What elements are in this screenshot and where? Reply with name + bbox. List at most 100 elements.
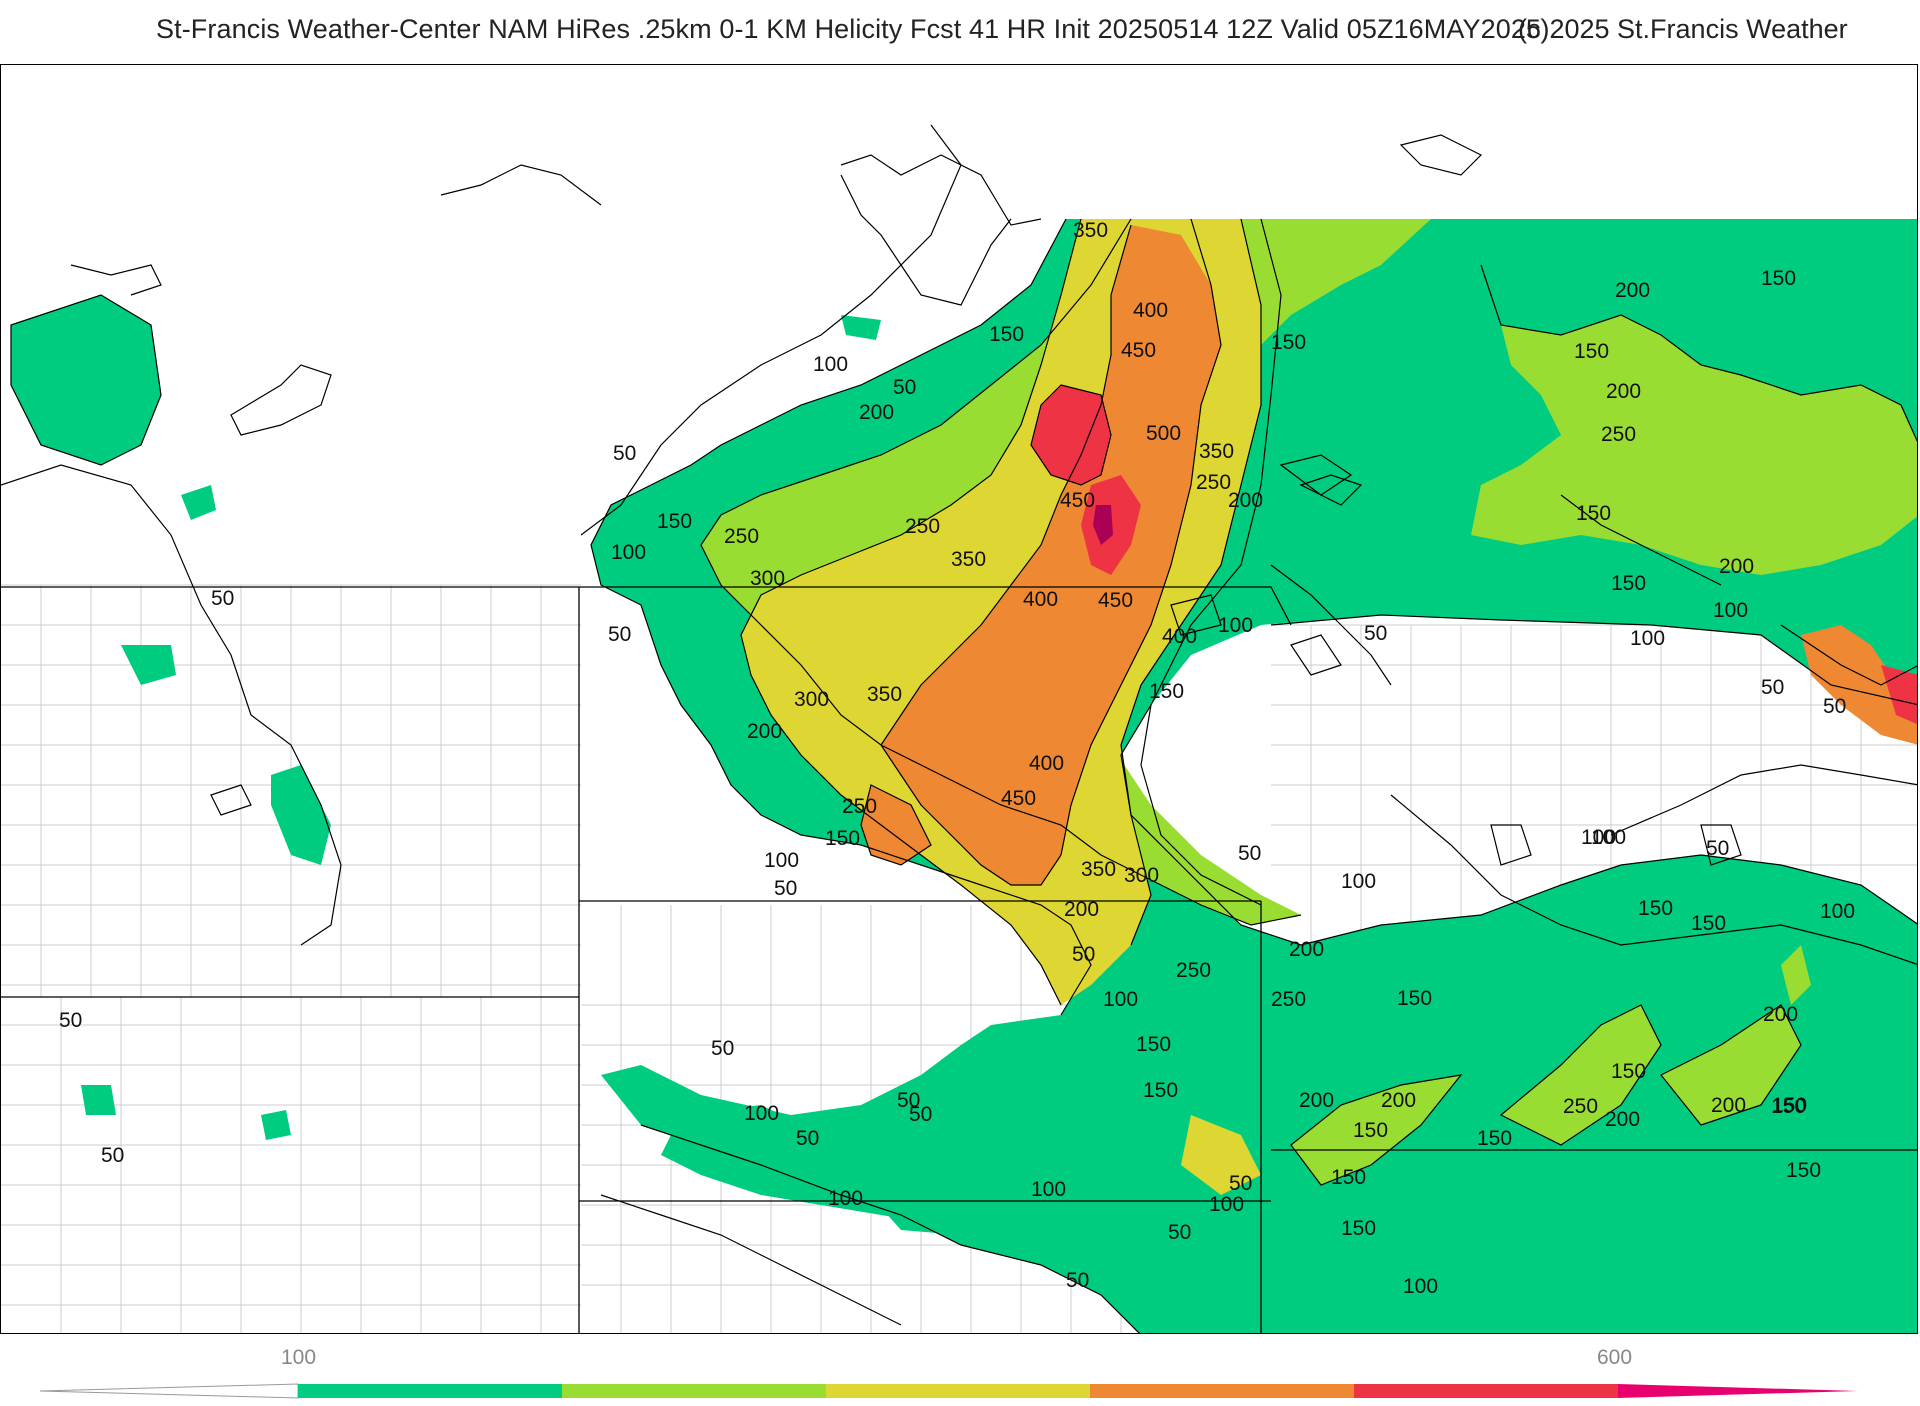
contour-label-50: 50 xyxy=(1238,842,1261,865)
contour-label-200: 200 xyxy=(1605,1108,1640,1131)
contour-label-200: 200 xyxy=(1606,380,1641,403)
contour-label-100: 100 xyxy=(611,541,646,564)
colorbar-tick-600: 600 xyxy=(1597,1346,1633,1369)
contour-label-150: 150 xyxy=(1611,1060,1646,1083)
contour-label-250: 250 xyxy=(724,525,759,548)
contour-label-50: 50 xyxy=(1229,1172,1252,1195)
contour-label-100: 100 xyxy=(1630,627,1665,650)
contour-label-250: 250 xyxy=(842,795,877,818)
contour-label-100: 100 xyxy=(764,849,799,872)
contour-label-200: 200 xyxy=(1719,555,1754,578)
contour-label-50: 50 xyxy=(1168,1221,1191,1244)
contour-label-150: 150 xyxy=(1761,267,1796,290)
contour-label-200: 200 xyxy=(1289,938,1324,961)
colorbar: 100 600 xyxy=(0,1340,1920,1400)
contour-label-150: 150 xyxy=(1638,897,1673,920)
colorbar-bin-200 xyxy=(562,1384,826,1398)
title-main: St-Francis Weather-Center NAM HiRes .25k… xyxy=(156,14,1542,44)
contour-label-250: 250 xyxy=(905,515,940,538)
colorbar-high-extend xyxy=(1618,1384,1858,1398)
contour-label-250: 250 xyxy=(1601,423,1636,446)
contour-label-450: 450 xyxy=(1098,589,1133,612)
contour-label-50: 50 xyxy=(774,877,797,900)
contour-label-200: 200 xyxy=(1711,1094,1746,1117)
contour-label-400: 400 xyxy=(1133,299,1168,322)
contour-label-300: 300 xyxy=(1124,864,1159,887)
contour-label-200: 200 xyxy=(1299,1089,1334,1112)
title-copyright: (c)2025 St.Francis Weather xyxy=(1518,14,1848,44)
contour-label-100: 100 xyxy=(1713,599,1748,622)
contour-label-150: 150 xyxy=(1611,572,1646,595)
contour-label-150: 150 xyxy=(1397,987,1432,1010)
contour-label-50: 50 xyxy=(711,1037,734,1060)
helicity-band-400 xyxy=(861,225,1917,885)
contour-label-200: 200 xyxy=(1381,1089,1416,1112)
contour-label-50: 50 xyxy=(613,442,636,465)
coastlines-lakes xyxy=(70,134,1917,866)
contour-label-200: 200 xyxy=(747,720,782,743)
contour-label-350: 350 xyxy=(1081,858,1116,881)
contour-label-150: 150 xyxy=(1149,680,1184,703)
colorbar-bin-300 xyxy=(826,1384,1090,1398)
contour-label-200: 200 xyxy=(1615,279,1650,302)
contour-label-250: 250 xyxy=(1563,1095,1598,1118)
contour-label-50: 50 xyxy=(909,1103,932,1126)
contour-label-450: 450 xyxy=(1121,339,1156,362)
colorbar-low-extend xyxy=(39,1383,299,1399)
contour-label-450: 450 xyxy=(1001,787,1036,810)
contour-label-50: 50 xyxy=(608,623,631,646)
colorbar-svg xyxy=(39,1383,1858,1399)
contour-label-150: 150 xyxy=(1136,1033,1171,1056)
contour-label-200: 200 xyxy=(1064,898,1099,921)
contour-label-400: 400 xyxy=(1029,752,1064,775)
contour-label-150: 150 xyxy=(1786,1159,1821,1182)
contour-label-100: 100 xyxy=(813,353,848,376)
chart-title: St-Francis Weather-Center NAM HiRes .25k… xyxy=(0,14,1920,50)
contour-label-300: 300 xyxy=(794,688,829,711)
contour-label-350: 350 xyxy=(951,548,986,571)
contour-label-50: 50 xyxy=(1066,1269,1089,1292)
contour-label-50: 50 xyxy=(1706,837,1729,860)
colorbar-bin-100 xyxy=(298,1384,562,1398)
contour-label-200: 200 xyxy=(1763,1003,1798,1026)
contour-label-400: 400 xyxy=(1162,625,1197,648)
contour-label-400: 400 xyxy=(1023,588,1058,611)
contour-label-150: 150 xyxy=(1331,1166,1366,1189)
contour-label-350: 350 xyxy=(1199,440,1234,463)
contour-label-100: 100 xyxy=(1403,1275,1438,1298)
contour-label-50: 50 xyxy=(1761,676,1784,699)
contour-label-500: 500 xyxy=(1146,422,1181,445)
contour-label-50: 50 xyxy=(101,1144,124,1167)
contour-label-50: 50 xyxy=(893,376,916,399)
contour-lines xyxy=(1,124,1917,1333)
contour-label-150: 150 xyxy=(1576,502,1611,525)
contour-label-100: 100 xyxy=(1820,900,1855,923)
contour-label-150: 150 xyxy=(1574,340,1609,363)
contour-label-100: 100 xyxy=(1218,614,1253,637)
contour-label-50: 50 xyxy=(1823,695,1846,718)
colorbar-tick-100: 100 xyxy=(281,1346,317,1369)
contour-label-150: 150 xyxy=(1341,1217,1376,1240)
contour-label-200: 200 xyxy=(1228,489,1263,512)
contour-label-150: 150 xyxy=(1353,1119,1388,1142)
contour-label-100: 100 xyxy=(1581,826,1616,849)
contour-label-350: 350 xyxy=(867,683,902,706)
helicity-band-600 xyxy=(1093,505,1113,545)
contour-label-200: 200 xyxy=(859,401,894,424)
contour-label-100: 100 xyxy=(1591,826,1626,849)
colorbar-bin-500 xyxy=(1354,1384,1618,1398)
contour-label-150: 150 xyxy=(989,323,1024,346)
colorbar-bin-400 xyxy=(1090,1384,1354,1398)
contour-label-250: 250 xyxy=(1196,471,1231,494)
contour-label-50: 50 xyxy=(897,1089,920,1112)
contour-label-450: 450 xyxy=(1060,489,1095,512)
contour-label-100: 100 xyxy=(1209,1193,1244,1216)
contour-label-250: 250 xyxy=(1176,959,1211,982)
contour-label-50: 50 xyxy=(211,587,234,610)
state-borders xyxy=(1,586,1917,1333)
helicity-map: 350 400 450 500 350 250 200 450 150 150 100 50 200 50… xyxy=(0,64,1918,1334)
contour-label-150: 150 xyxy=(825,827,860,850)
contour-label-150: 150 xyxy=(1143,1079,1178,1102)
contour-label-100: 100 xyxy=(744,1102,779,1125)
